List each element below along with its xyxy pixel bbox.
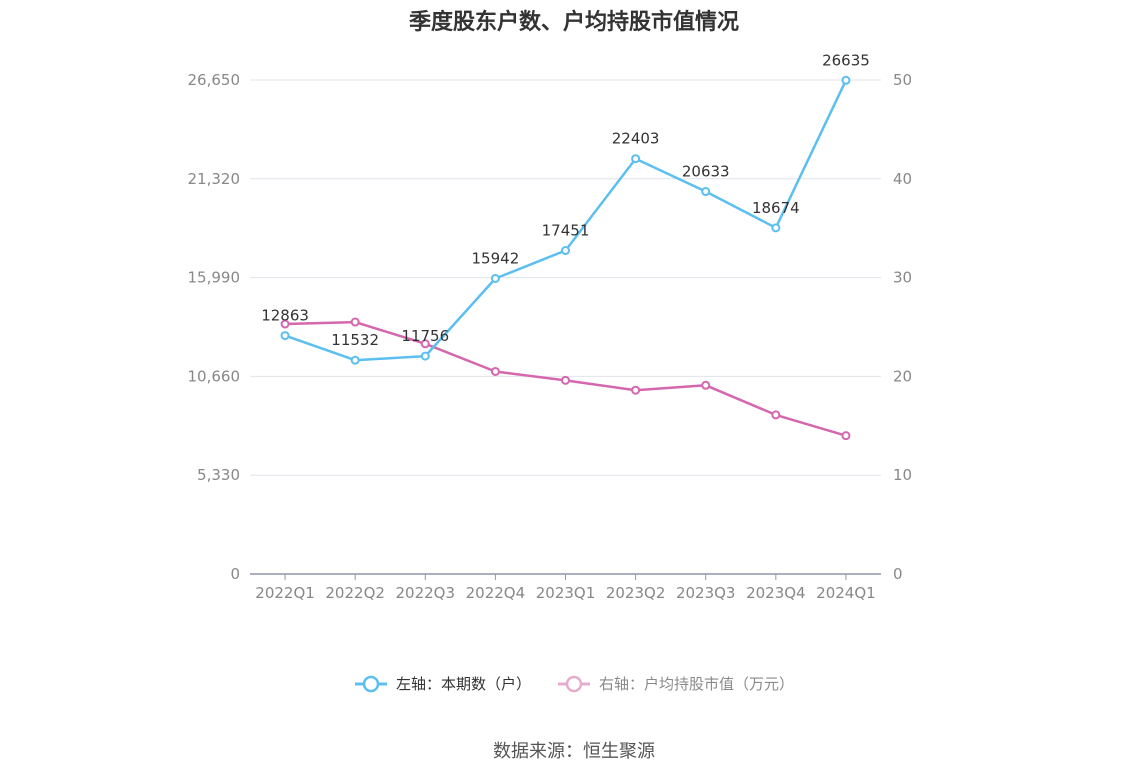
right-tick-label: 30 — [893, 269, 912, 287]
series-line-left — [284, 79, 848, 362]
left-tick-label: 5,330 — [197, 466, 240, 484]
right-axis-ticks: 0 10 20 30 40 50 — [893, 71, 912, 583]
x-tick-label: 2023Q2 — [606, 584, 666, 602]
x-tick-label: 2023Q1 — [536, 584, 596, 602]
data-label: 17451 — [542, 222, 590, 240]
left-tick-label: 10,660 — [188, 367, 241, 385]
x-tick-label: 2023Q4 — [746, 584, 806, 602]
data-label: 12863 — [261, 307, 309, 325]
left-axis-ticks: 0 5,330 10,660 15,990 21,320 26,650 — [188, 71, 241, 583]
data-label: 22403 — [612, 130, 660, 148]
data-point-right[interactable] — [420, 339, 430, 349]
data-point-right[interactable] — [350, 317, 360, 327]
data-point-right[interactable] — [701, 380, 711, 390]
data-point-right[interactable] — [841, 431, 851, 441]
x-tick-label: 2022Q4 — [466, 584, 526, 602]
grid-lines — [250, 79, 881, 476]
x-axis-ticks: 2022Q1 2022Q2 2022Q3 2022Q4 2023Q1 2023Q2 2023… — [255, 584, 875, 602]
data-point-left[interactable] — [490, 273, 500, 283]
legend-label-left: 左轴：本期数（户） — [395, 675, 531, 693]
legend-label-right: 右轴：户均持股市值（万元） — [599, 675, 795, 693]
legend-item-left-axis[interactable]: 左轴：本期数（户） — [354, 673, 531, 694]
legend-item-right-axis[interactable]: 右轴：户均持股市值（万元） — [557, 673, 794, 694]
axes — [250, 573, 881, 580]
data-point-left[interactable] — [771, 223, 781, 233]
data-point-left[interactable] — [350, 355, 360, 365]
data-labels: 12863 11532 11756 15942 17451 22403 20633 18674… — [261, 51, 870, 349]
data-point-right[interactable] — [280, 319, 290, 329]
data-point-left[interactable] — [420, 351, 430, 361]
left-tick-label: 26,650 — [188, 71, 241, 89]
series-lines — [280, 75, 851, 441]
left-tick-label: 15,990 — [188, 269, 241, 287]
data-point-right[interactable] — [771, 410, 781, 420]
left-tick-label: 21,320 — [188, 170, 241, 188]
data-source: 数据来源：恒生聚源 — [493, 741, 655, 762]
legend-right-marker-icon — [558, 675, 590, 692]
right-tick-label: 50 — [893, 71, 912, 89]
data-point-right[interactable] — [490, 366, 500, 376]
data-point-left[interactable] — [280, 331, 290, 341]
data-point-right[interactable] — [561, 375, 570, 385]
data-point-right[interactable] — [631, 385, 641, 395]
data-point-left[interactable] — [561, 246, 570, 256]
data-point-left[interactable] — [701, 187, 711, 197]
right-tick-label: 0 — [893, 565, 903, 583]
data-label: 20633 — [682, 163, 730, 181]
data-label: 11756 — [401, 327, 449, 345]
x-tick-label: 2024Q1 — [816, 584, 876, 602]
data-label: 18674 — [752, 199, 800, 217]
data-label: 11532 — [331, 331, 379, 349]
chart-title: 季度股东户数、户均持股市值情况 — [408, 10, 739, 35]
x-tick-label: 2022Q1 — [255, 584, 315, 602]
x-tick-label: 2022Q3 — [396, 584, 456, 602]
left-tick-label: 0 — [230, 565, 240, 583]
data-label: 26635 — [822, 51, 870, 69]
data-point-left[interactable] — [841, 75, 851, 85]
right-tick-label: 40 — [893, 170, 912, 188]
x-tick-label: 2023Q3 — [676, 584, 736, 602]
data-point-left[interactable] — [631, 154, 641, 164]
legend: 左轴：本期数（户） 右轴：户均持股市值（万元） — [0, 673, 1148, 694]
right-tick-label: 10 — [893, 466, 912, 484]
legend-left-marker-icon — [354, 675, 387, 692]
right-tick-label: 20 — [893, 367, 912, 385]
x-tick-label: 2022Q2 — [325, 584, 385, 602]
data-label: 15942 — [472, 249, 520, 267]
